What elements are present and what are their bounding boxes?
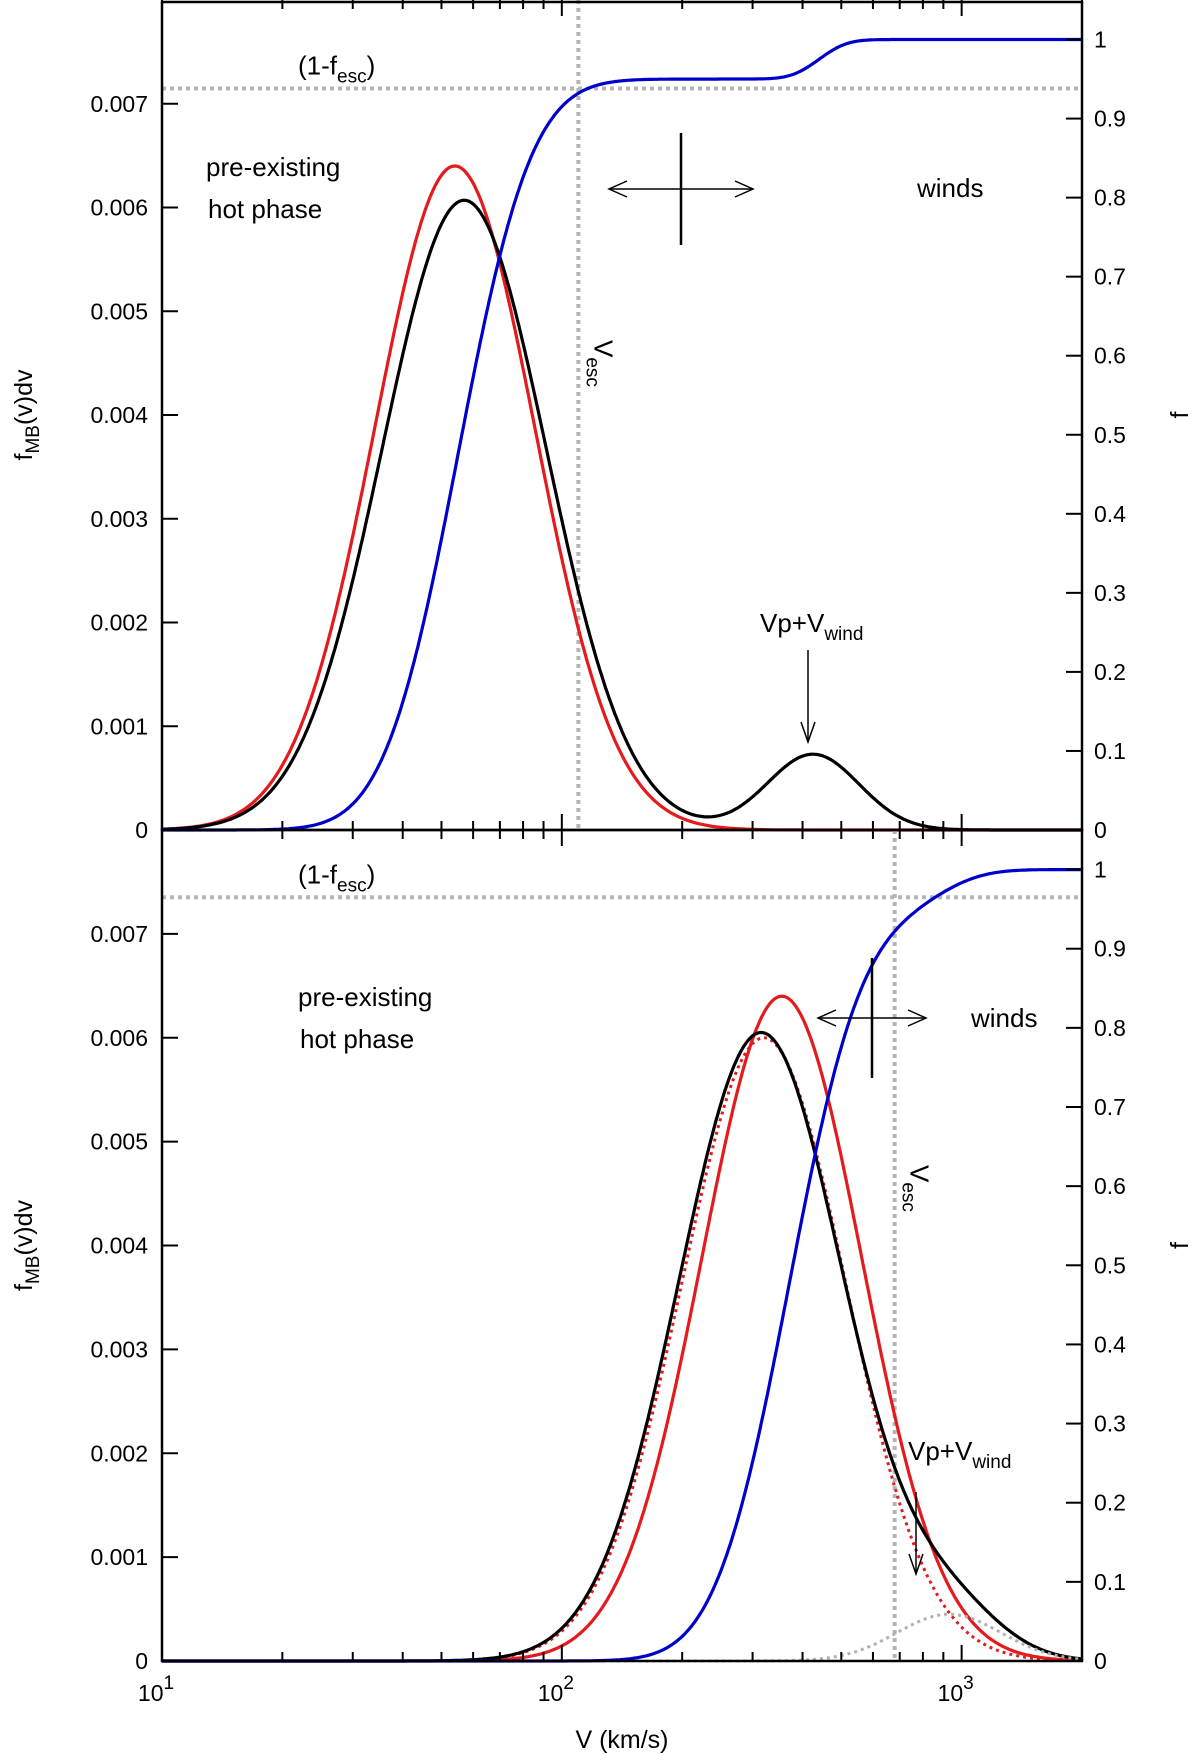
left-tick-label: 0.003	[90, 1336, 148, 1362]
right-tick-label: 0	[1094, 817, 1107, 843]
right-tick-label: 0.9	[1094, 936, 1126, 962]
right-tick-label: 0.4	[1094, 501, 1126, 527]
fesc-label: (1-fesc)	[298, 51, 375, 88]
left-tick-label: 0.005	[90, 298, 148, 324]
left-tick-label: 0.005	[90, 1129, 148, 1155]
peak-arrow-head	[800, 721, 816, 745]
right-tick-label: 0.1	[1094, 738, 1126, 764]
y-axis-left-title: fMB(v)dv	[10, 369, 44, 461]
peak-label: Vp+Vwind	[760, 608, 863, 645]
right-tick-label: 0.5	[1094, 1252, 1126, 1278]
right-tick-label: 0.5	[1094, 422, 1126, 448]
left-tick-label: 0	[135, 817, 148, 843]
vesc-label: Vesc	[898, 1165, 935, 1212]
left-tick-label: 0.006	[90, 195, 148, 221]
right-tick-label: 0.1	[1094, 1569, 1126, 1595]
right-tick-label: 0.7	[1094, 1094, 1126, 1120]
y-axis-left-title: fMB(v)dv	[10, 1200, 44, 1292]
plot-frame	[160, 0, 1084, 832]
y-axis-right-title: f	[1166, 411, 1194, 418]
cross-arrow-right-head	[734, 180, 755, 198]
right-tick-label: 0.6	[1094, 1173, 1126, 1199]
right-tick-label: 0.2	[1094, 1490, 1126, 1516]
fesc-label: (1-fesc)	[298, 859, 375, 896]
right-tick-label: 1	[1094, 27, 1107, 53]
region-left-label-line2: hot phase	[208, 194, 322, 224]
x-tick-label: 103	[938, 1673, 974, 1706]
left-tick-label: 0	[135, 1648, 148, 1674]
region-right-label: winds	[916, 173, 983, 203]
peak-arrow-head	[908, 1553, 924, 1577]
right-tick-label: 0.8	[1094, 1015, 1126, 1041]
right-tick-label: 0.7	[1094, 264, 1126, 290]
x-tick-label: 102	[538, 1673, 574, 1706]
left-tick-label: 0.004	[90, 402, 148, 428]
panel-bottom: 0 0.001 0.002 0.003 0.004 0.005 0.006 0.007 0 0.1…	[10, 828, 1194, 1754]
left-tick-label: 0.002	[90, 1440, 148, 1466]
y-axis-right-title: f	[1166, 1242, 1194, 1249]
left-tick-label: 0.004	[90, 1233, 148, 1259]
left-tick-label: 0.003	[90, 506, 148, 532]
series-red-truncated-line	[162, 1036, 1083, 1663]
right-tick-label: 0.4	[1094, 1331, 1126, 1357]
series-black-line	[161, 198, 1082, 832]
region-right-label: winds	[970, 1003, 1037, 1033]
series-blue-line	[162, 37, 1082, 832]
vesc-label: Vesc	[581, 340, 618, 387]
left-tick-label: 0.007	[90, 91, 148, 117]
region-left-label-line2: hot phase	[300, 1024, 414, 1054]
cross-arrow-right-head	[907, 1009, 928, 1027]
right-tick-label: 0.3	[1094, 580, 1126, 606]
right-tick-label: 0.2	[1094, 659, 1126, 685]
right-tick-label: 0.8	[1094, 185, 1126, 211]
plot-frame	[160, 828, 1084, 1663]
left-tick-label: 0.001	[90, 1544, 148, 1570]
x-tick-label: 101	[138, 1673, 174, 1706]
left-tick-label: 0.001	[90, 713, 148, 739]
right-tick-label: 0.9	[1094, 106, 1126, 132]
cross-arrow-left-head	[816, 1009, 837, 1027]
right-tick-label: 0.3	[1094, 1411, 1126, 1437]
region-left-label-line1: pre-existing	[206, 152, 340, 182]
right-tick-label: 1	[1094, 857, 1107, 883]
region-left-label-line1: pre-existing	[298, 982, 432, 1012]
peak-label: Vp+Vwind	[908, 1436, 1011, 1473]
right-tick-label: 0	[1094, 1648, 1107, 1674]
right-tick-label: 0.6	[1094, 343, 1126, 369]
x-axis-title: V (km/s)	[575, 1726, 668, 1754]
left-tick-label: 0.007	[90, 921, 148, 947]
left-tick-label: 0.006	[90, 1025, 148, 1051]
left-tick-label: 0.002	[90, 610, 148, 636]
panel-top: 0 0.001 0.002 0.003 0.004 0.005 0.006 0.007 0 0.1…	[10, 0, 1194, 843]
cross-arrow-left-head	[607, 180, 628, 198]
